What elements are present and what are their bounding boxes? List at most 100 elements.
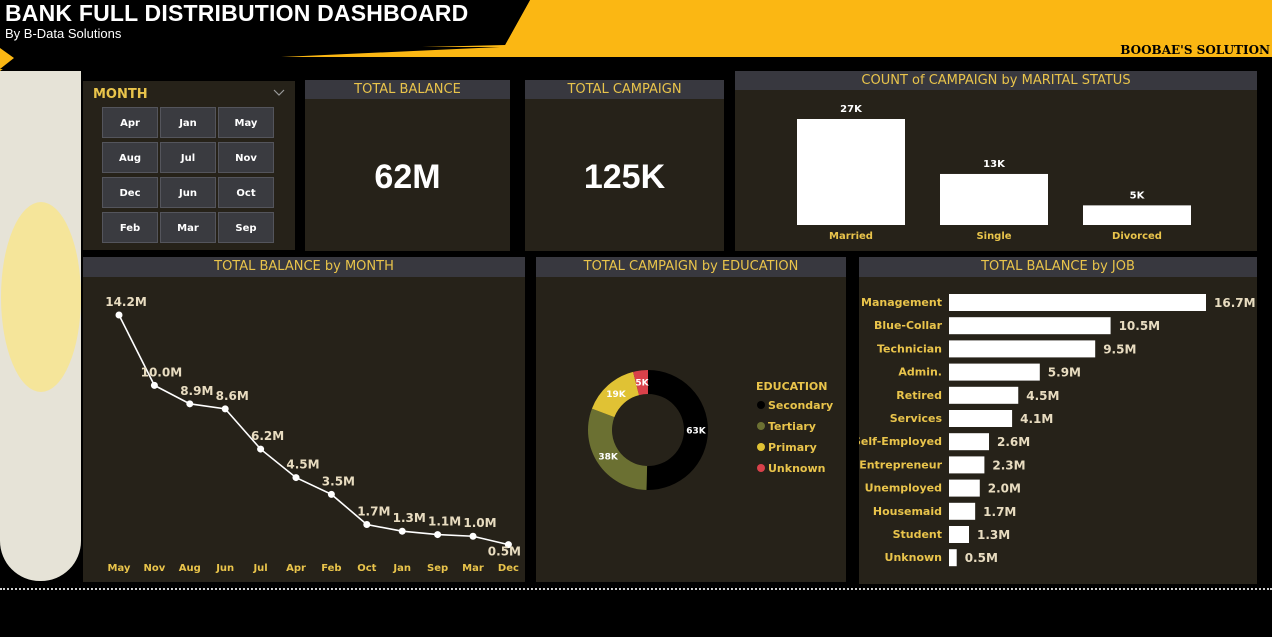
job-bar-services[interactable] — [949, 410, 1013, 427]
month-button-mar[interactable]: Mar — [160, 212, 216, 243]
balance-month-point-aug[interactable] — [186, 400, 194, 408]
balance-month-point-mar[interactable] — [469, 532, 477, 540]
month-button-oct[interactable]: Oct — [218, 177, 274, 208]
balance-month-tick-label: Jan — [392, 563, 411, 574]
balance-month-tick-label: Aug — [179, 563, 201, 574]
job-category-label: Self-Employed — [859, 435, 942, 448]
marital-category-label: Married — [829, 231, 873, 242]
balance-month-point-apr[interactable] — [292, 474, 300, 482]
job-category-label: Services — [890, 412, 943, 425]
job-data-label: 1.3M — [977, 528, 1010, 542]
education-legend-item-primary[interactable]: Primary — [768, 441, 817, 454]
job-bar-blue-collar[interactable] — [949, 317, 1111, 335]
education-chart: 63K 38K 19K 5K EDUCATION Secondary Tertiary Pri… — [588, 370, 833, 490]
month-button-feb[interactable]: Feb — [102, 212, 158, 243]
balance-month-point-sep[interactable] — [434, 531, 442, 539]
month-button-sep[interactable]: Sep — [218, 212, 274, 243]
education-slice-secondary[interactable] — [646, 370, 709, 490]
education-legend-item-secondary[interactable]: Secondary — [768, 399, 833, 412]
marital-bar-married[interactable] — [797, 119, 905, 225]
month-button-jun[interactable]: Jun — [160, 177, 216, 208]
balance-month-point-jan[interactable] — [398, 527, 406, 535]
education-data-label: 5K — [635, 378, 649, 388]
job-bar-student[interactable] — [949, 526, 970, 543]
chevron-down-icon[interactable] — [273, 88, 285, 98]
education-legend-marker — [757, 401, 765, 409]
balance-month-data-label: 1.0M — [463, 516, 496, 530]
marital-data-label: 13K — [983, 159, 1006, 170]
kpi-total-balance-title: TOTAL BALANCE — [305, 80, 510, 99]
balance-month-point-dec[interactable] — [504, 541, 512, 549]
job-bar-entrepreneur[interactable] — [949, 456, 985, 474]
balance-month-tick-label: Jun — [215, 563, 234, 574]
job-bar-technician[interactable] — [949, 340, 1096, 358]
month-button-nov[interactable]: Nov — [218, 142, 274, 173]
balance-month-title: TOTAL BALANCE by MONTH — [83, 257, 525, 277]
education-slice-primary[interactable] — [591, 371, 640, 418]
job-data-label: 1.7M — [983, 505, 1016, 519]
month-button-dec[interactable]: Dec — [102, 177, 158, 208]
balance-month-tick-label: Oct — [357, 563, 376, 574]
job-bar-unknown[interactable] — [949, 549, 957, 567]
balance-month-point-jun[interactable] — [221, 405, 229, 413]
marital-data-label: 5K — [1130, 190, 1146, 201]
month-button-jul[interactable]: Jul — [160, 142, 216, 173]
month-button-may[interactable]: May — [218, 107, 274, 138]
education-legend-item-unknown[interactable]: Unknown — [768, 462, 825, 475]
balance-month-point-feb[interactable] — [327, 490, 335, 498]
balance-month-chart: 14.2M May 10.0M Nov 8.9M Aug 8.6M Jun 6.2M Jul 4.5… — [105, 295, 521, 574]
balance-month-point-jul[interactable] — [257, 445, 265, 453]
balance-month-data-label: 1.3M — [393, 511, 426, 525]
job-category-label: Retired — [896, 389, 942, 402]
balance-job-panel: TOTAL BALANCE by JOB Management 16.7M Blue… — [859, 257, 1257, 584]
balance-month-data-label: 8.9M — [180, 384, 213, 398]
balance-job-title: TOTAL BALANCE by JOB — [859, 257, 1257, 277]
education-slice-tertiary[interactable] — [588, 408, 648, 490]
job-bar-self-employed[interactable] — [949, 433, 990, 451]
marital-bar-divorced[interactable] — [1083, 205, 1191, 225]
balance-month-point-nov[interactable] — [150, 381, 158, 389]
education-legend-item-tertiary[interactable]: Tertiary — [768, 420, 816, 433]
job-data-label: 10.5M — [1119, 319, 1161, 333]
month-button-jan[interactable]: Jan — [160, 107, 216, 138]
balance-month-tick-label: Apr — [286, 563, 306, 574]
job-bar-housemaid[interactable] — [949, 502, 976, 520]
job-category-label: Technician — [877, 342, 942, 355]
slicer-title: MONTH — [93, 87, 148, 102]
job-data-label: 2.6M — [997, 435, 1030, 449]
marital-bar-single[interactable] — [940, 173, 1048, 225]
job-category-label: Blue-Collar — [874, 319, 943, 332]
job-data-label: 2.3M — [992, 458, 1025, 472]
education-legend-marker — [757, 422, 765, 430]
education-data-label: 38K — [598, 453, 619, 463]
job-bar-management[interactable] — [949, 294, 1206, 311]
balance-month-tick-label: Sep — [427, 563, 448, 574]
balance-month-data-label: 10.0M — [141, 365, 183, 379]
header-banner — [0, 0, 1272, 71]
job-bar-admin-[interactable] — [949, 363, 1040, 381]
education-title: TOTAL CAMPAIGN by EDUCATION — [536, 257, 846, 277]
education-panel: TOTAL CAMPAIGN by EDUCATION 63K 38K 19K 5K E… — [536, 257, 846, 582]
month-button-apr[interactable]: Apr — [102, 107, 158, 138]
job-bar-retired[interactable] — [949, 386, 1019, 404]
job-category-label: Student — [893, 528, 942, 541]
month-button-aug[interactable]: Aug — [102, 142, 158, 173]
job-bar-unemployed[interactable] — [949, 479, 980, 497]
balance-month-point-oct[interactable] — [363, 521, 371, 529]
kpi-total-balance: TOTAL BALANCE 62M — [305, 80, 510, 251]
job-data-label: 16.7M — [1214, 296, 1256, 310]
kpi-total-campaign-title: TOTAL CAMPAIGN — [525, 80, 724, 99]
job-category-label: Housemaid — [873, 505, 942, 518]
balance-job-chart: Management 16.7M Blue-Collar 10.5M Technicia… — [859, 294, 1256, 567]
month-slicer: MONTH Apr Jan May Aug Jul Nov Dec Jun Oct Feb Mar S… — [83, 81, 295, 250]
marital-chart-title: COUNT of CAMPAIGN by MARITAL STATUS — [735, 71, 1257, 90]
balance-month-point-may[interactable] — [115, 311, 123, 319]
balance-month-tick-label: Dec — [498, 563, 519, 574]
balance-month-data-label: 1.1M — [428, 515, 461, 529]
education-legend-marker — [757, 443, 765, 451]
balance-month-tick-label: Nov — [144, 563, 166, 574]
side-decoration-oval — [1, 202, 81, 392]
job-category-label: Admin. — [898, 366, 942, 379]
job-category-label: Entrepreneur — [859, 458, 942, 471]
education-slice-unknown[interactable] — [633, 370, 648, 396]
